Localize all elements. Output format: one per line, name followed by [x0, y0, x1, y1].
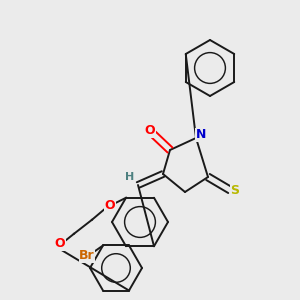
- Text: O: O: [55, 237, 65, 250]
- Text: O: O: [105, 199, 115, 212]
- Text: S: S: [230, 184, 239, 197]
- Text: H: H: [125, 172, 135, 182]
- Text: Br: Br: [79, 249, 95, 262]
- Text: N: N: [196, 128, 206, 142]
- Text: O: O: [145, 124, 155, 137]
